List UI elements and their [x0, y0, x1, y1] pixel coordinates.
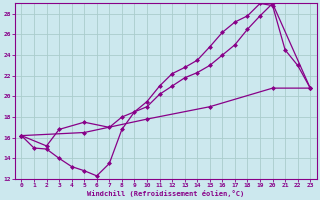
X-axis label: Windchill (Refroidissement éolien,°C): Windchill (Refroidissement éolien,°C) — [87, 190, 244, 197]
